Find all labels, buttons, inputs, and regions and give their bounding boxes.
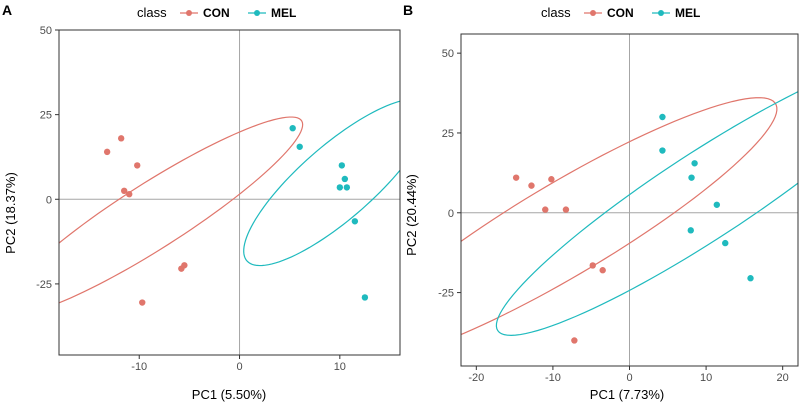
y-tick-label-a: 50: [40, 25, 52, 37]
data-point-mel-b: [713, 201, 721, 208]
x-tick-label-a: 0: [236, 361, 242, 373]
data-point-mel-b: [688, 174, 695, 181]
ellipse-layer-a: [59, 100, 400, 304]
data-point-con-a: [103, 148, 111, 156]
legend-a: class CON MEL: [137, 5, 296, 20]
data-point-mel-a: [338, 162, 346, 169]
data-point-con-a: [139, 299, 146, 306]
legend-a-con-label: CON: [203, 6, 230, 20]
x-tick-label-a: 10: [334, 361, 346, 373]
panel-a: A class CON MEL PC2 (18.37%) PC1 (5.50%)…: [2, 2, 401, 402]
data-point-con-b: [562, 206, 570, 213]
legend-a-mel-marker: [254, 10, 260, 16]
legend-a-mel-label: MEL: [271, 6, 296, 20]
data-point-mel-a: [296, 143, 303, 150]
x-axis-title-b: PC1 (7.73%): [590, 387, 664, 402]
legend-b-title: class: [541, 5, 571, 20]
y-tick-label-a: -25: [36, 279, 52, 291]
data-point-mel-b: [722, 239, 729, 247]
y-tick-label-a: 0: [46, 194, 52, 206]
confidence-ellipse-con-b: [461, 97, 778, 336]
data-point-mel-a: [361, 294, 369, 301]
data-point-mel-a: [336, 184, 344, 191]
panel-b-label: B: [403, 2, 413, 18]
panel-a-label: A: [2, 2, 12, 18]
data-point-con-b: [512, 174, 520, 181]
data-point-mel-b: [687, 227, 694, 234]
x-tick-label-b: 20: [777, 372, 789, 384]
legend-a-con-marker: [186, 10, 192, 16]
x-tick-label-b: 0: [626, 372, 632, 384]
confidence-ellipse-con-a: [59, 116, 304, 304]
data-point-mel-a: [289, 124, 296, 132]
data-point-mel-b: [659, 113, 666, 121]
y-axis-title-b: PC2 (20.44%): [404, 174, 419, 256]
x-axis-title-a: PC1 (5.50%): [192, 387, 266, 402]
data-point-mel-a: [343, 184, 351, 191]
data-point-con-a: [181, 262, 188, 269]
x-tick-label-a: -10: [131, 361, 147, 373]
x-tick-label-b: 10: [700, 372, 712, 384]
data-point-mel-b: [691, 160, 698, 167]
legend-b-con-label: CON: [607, 6, 634, 20]
data-point-con-a: [126, 190, 133, 198]
y-tick-label-b: 0: [448, 208, 454, 220]
data-point-con-b: [571, 337, 578, 344]
y-tick-label-b: -25: [438, 288, 454, 300]
data-point-con-a: [117, 135, 125, 142]
data-point-con-b: [548, 176, 555, 183]
legend-b-mel-marker: [658, 10, 664, 16]
data-point-con-b: [589, 262, 596, 269]
y-tick-label-b: 50: [442, 48, 454, 60]
data-point-con-b: [599, 267, 606, 274]
data-point-mel-b: [747, 275, 754, 282]
data-point-con-a: [120, 187, 128, 195]
y-tick-label-b: 25: [442, 128, 454, 140]
data-point-mel-a: [341, 175, 349, 183]
data-point-mel-b: [659, 147, 666, 154]
ellipse-layer-b: [461, 91, 798, 336]
legend-b: class CON MEL: [541, 5, 700, 20]
x-tick-label-b: -10: [545, 372, 561, 384]
x-tick-label-b: -20: [468, 372, 484, 384]
panel-b: B class CON MEL PC2 (20.44%) PC1 (7.73%)…: [403, 2, 799, 402]
legend-b-con-marker: [590, 10, 596, 16]
data-point-con-a: [134, 162, 141, 169]
legend-a-title: class: [137, 5, 167, 20]
legend-b-mel-label: MEL: [675, 6, 700, 20]
data-point-mel-a: [351, 218, 359, 225]
data-point-con-b: [528, 182, 535, 189]
confidence-ellipse-mel-b: [495, 91, 798, 336]
y-tick-label-a: 25: [40, 110, 52, 122]
plot-border-a: [58, 29, 401, 356]
data-point-con-b: [542, 206, 549, 213]
y-axis-title-a: PC2 (18.37%): [3, 172, 18, 254]
confidence-ellipse-mel-a: [243, 100, 400, 267]
